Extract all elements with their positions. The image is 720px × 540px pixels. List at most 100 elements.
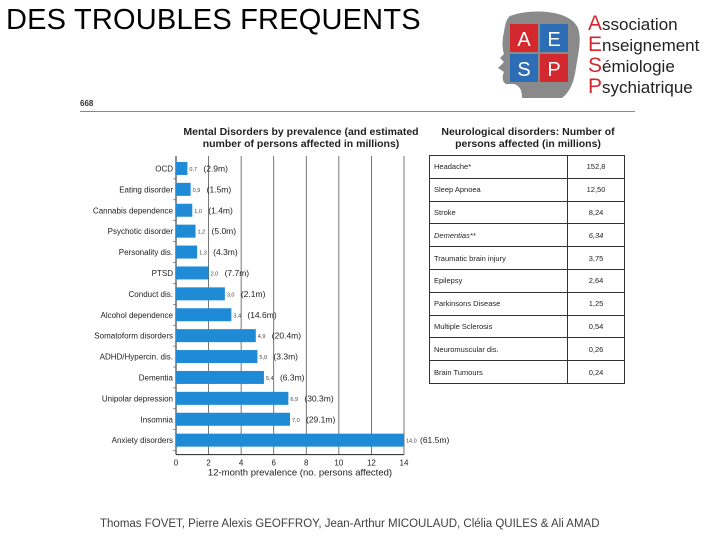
category-label: Alcohol dependence xyxy=(100,311,173,320)
value-label: 6,9 xyxy=(290,397,298,403)
category-label: Conduct dis. xyxy=(129,290,173,299)
bar xyxy=(176,350,258,364)
x-tick-label: 6 xyxy=(271,459,276,468)
neuro-row: Stroke 8,24 xyxy=(429,200,625,225)
neuro-disorder-name: Headache* xyxy=(429,155,568,179)
neuro-row: Sleep Apnoea 12,50 xyxy=(429,177,625,202)
bar xyxy=(176,203,193,217)
category-label: Cannabis dependence xyxy=(93,206,174,215)
category-label: Psychotic disorder xyxy=(108,227,174,236)
value-label: 14,0 xyxy=(406,439,417,445)
value-label: 1,2 xyxy=(198,230,206,236)
category-label: Unipolar depression xyxy=(102,394,173,403)
value-label: 0,7 xyxy=(189,167,197,173)
category-label: Eating disorder xyxy=(119,185,173,194)
aesp-logo: A E S P Association Enseignement Sémiolo… xyxy=(492,10,712,102)
header-rule xyxy=(80,111,635,112)
logo-line-psychiatrique: Psychiatrique xyxy=(588,75,693,98)
bar xyxy=(176,329,256,343)
neuro-disorder-name: Sleep Apnoea xyxy=(429,177,568,202)
bar xyxy=(176,224,196,238)
neuro-disorder-value: 12,50 xyxy=(567,177,625,202)
neuro-disorder-value: 2,64 xyxy=(567,268,625,293)
x-tick-label: 12 xyxy=(367,459,376,468)
persons-label: (7.7m) xyxy=(225,268,250,278)
persons-label: (29.1m) xyxy=(306,414,335,424)
bar xyxy=(176,287,225,301)
bar xyxy=(176,266,209,280)
value-label: 5,0 xyxy=(259,355,267,361)
neuro-disorder-name: Parkinsons Disease xyxy=(429,291,568,316)
logo-line-enseignement: Enseignement xyxy=(588,33,700,56)
logo-line-association: Association xyxy=(588,12,678,35)
value-label: 1,0 xyxy=(194,209,202,215)
neuro-disorder-value: 0,24 xyxy=(567,360,625,384)
persons-label: (61.5m) xyxy=(420,435,449,445)
bar xyxy=(176,182,191,196)
category-label: ADHD/Hypercin. dis. xyxy=(100,353,173,362)
x-tick-label: 2 xyxy=(206,459,211,468)
persons-label: (2.9m) xyxy=(203,163,228,173)
logo-line-semiologie: Sémiologie xyxy=(588,54,675,77)
x-axis-title: 12-month prevalence (no. persons affecte… xyxy=(208,468,392,479)
chart-title: Mental Disorders by prevalence (and esti… xyxy=(183,126,419,150)
slide-title: DES TROUBLES FREQUENTS xyxy=(6,4,421,36)
category-label: OCD xyxy=(155,164,173,173)
persons-label: (4.3m) xyxy=(213,247,238,257)
persons-label: (14.6m) xyxy=(247,310,276,320)
page-number: 668 xyxy=(80,99,94,108)
neuro-disorder-value: 3,75 xyxy=(567,246,625,270)
bar xyxy=(176,370,264,384)
value-label: 0,9 xyxy=(193,188,201,194)
neuro-table: Headache* 152,8 Sleep Apnoea 12,50 Stroke 8,2… xyxy=(429,155,625,384)
neuro-row: Multiple Sclerosis 0,54 xyxy=(429,314,625,339)
value-label: 4,9 xyxy=(258,334,266,340)
neuro-disorder-value: 0,26 xyxy=(567,337,625,362)
x-tick-label: 14 xyxy=(400,459,409,468)
logo-wordmark: Association Enseignement Sémiologie Psyc… xyxy=(588,12,700,98)
neuro-disorder-name: Stroke xyxy=(429,200,568,225)
bar xyxy=(176,308,232,322)
x-tick-label: 8 xyxy=(304,459,309,468)
x-tick-label: 4 xyxy=(239,459,244,468)
neuro-disorder-value: 6,34 xyxy=(567,223,625,248)
persons-label: (1.4m) xyxy=(208,205,233,215)
neuro-row: Epilepsy 2,64 xyxy=(429,268,625,293)
logo-tile-s: S xyxy=(517,59,530,81)
category-label: PTSD xyxy=(152,269,174,278)
logo-tile-e: E xyxy=(547,29,560,51)
value-label: 7,0 xyxy=(292,418,300,424)
neuro-disorder-name: Multiple Sclerosis xyxy=(429,314,568,339)
category-label: Somatoform disorders xyxy=(94,332,173,341)
value-label: 3,0 xyxy=(227,292,235,298)
neuro-row: Headache* 152,8 xyxy=(429,155,625,179)
value-label: 2,0 xyxy=(211,271,219,277)
neuro-row: Traumatic brain injury 3,75 xyxy=(429,246,625,270)
category-label: Dementia xyxy=(139,373,174,382)
neuro-row: Brain Tumours 0,24 xyxy=(429,360,625,384)
persons-label: (3.3m) xyxy=(273,352,298,362)
value-label: 3,4 xyxy=(233,313,241,319)
neuro-disorder-name: Dementias** xyxy=(429,223,568,248)
neuro-disorder-value: 1,25 xyxy=(567,291,625,316)
category-label: Anxiety disorders xyxy=(112,436,173,445)
x-tick-label: 0 xyxy=(174,459,179,468)
neuro-row: Dementias** 6,34 xyxy=(429,223,625,248)
head-logo-icon: A E S P xyxy=(498,11,580,98)
persons-label: (1.5m) xyxy=(207,184,232,194)
persons-label: (20.4m) xyxy=(272,331,301,341)
neuro-row: Neuromuscular dis. 0,26 xyxy=(429,337,625,362)
bar xyxy=(176,433,404,447)
neuro-disorder-name: Neuromuscular dis. xyxy=(429,337,568,362)
neuro-disorder-value: 0,54 xyxy=(567,314,625,339)
persons-label: (5.0m) xyxy=(212,226,237,236)
value-label: 5,4 xyxy=(266,376,274,382)
x-tick-label: 10 xyxy=(334,459,343,468)
logo-tile-p: P xyxy=(547,59,560,81)
neuro-disorder-name: Traumatic brain injury xyxy=(429,246,568,270)
bar xyxy=(176,245,198,259)
category-label: Personality dis. xyxy=(119,248,173,257)
neuro-title: Neurological disorders: Number of person… xyxy=(441,126,615,150)
slide-footer: Thomas FOVET, Pierre Alexis GEOFFROY, Je… xyxy=(100,518,600,530)
